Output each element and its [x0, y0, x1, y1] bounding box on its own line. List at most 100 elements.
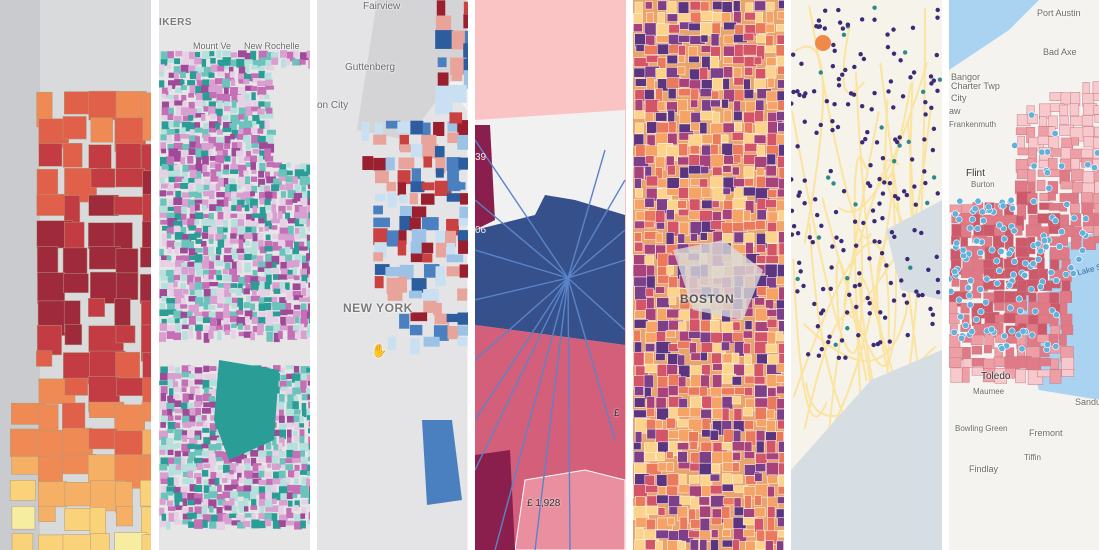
data-point — [867, 301, 872, 306]
data-point — [858, 51, 863, 57]
map-panel-manhattan-blocks[interactable]: Fairview Guttenberg on City NEW YORK ✋ — [317, 0, 468, 550]
region-polygon — [1015, 127, 1028, 135]
data-point — [1048, 307, 1056, 315]
region-polygon — [287, 484, 295, 492]
region-polygon — [201, 240, 207, 247]
region-polygon — [216, 521, 225, 531]
map-panel-detroit[interactable]: Port Austin Bad Axe Bangor Charter Twp C… — [949, 0, 1099, 550]
region-polygon — [733, 10, 742, 24]
region-polygon — [236, 248, 245, 254]
map-panel-nyc-diverging[interactable]: IKERS Mount Ve New Rochelle — [159, 0, 310, 550]
region-polygon — [633, 23, 643, 33]
region-polygon — [208, 330, 214, 339]
region-polygon — [710, 495, 726, 508]
region-polygon — [457, 288, 468, 301]
region-polygon — [1061, 369, 1075, 377]
region-polygon — [667, 385, 679, 396]
region-polygon — [435, 157, 446, 174]
region-polygon — [278, 401, 285, 410]
region-polygon — [273, 401, 282, 411]
data-point — [988, 325, 996, 333]
region-polygon — [280, 386, 289, 392]
region-polygon — [265, 85, 274, 90]
region-polygon — [230, 491, 238, 502]
region-polygon — [266, 129, 276, 136]
data-point — [811, 89, 817, 94]
region-polygon — [264, 268, 274, 276]
region-polygon — [700, 166, 710, 175]
region-polygon — [279, 437, 285, 447]
region-polygon — [174, 415, 182, 421]
region-polygon — [264, 302, 272, 311]
data-point — [887, 339, 892, 344]
region-polygon — [251, 444, 260, 453]
region-polygon — [373, 228, 388, 245]
region-polygon — [754, 541, 767, 550]
region-polygon — [1050, 358, 1060, 370]
map-panel-queens-points[interactable] — [791, 0, 942, 550]
region-polygon — [753, 363, 764, 378]
region-polygon — [300, 513, 306, 519]
region-polygon — [168, 457, 176, 467]
map-panel-london-flow[interactable]: 39 06 £ 1,928 £ — [475, 0, 626, 550]
data-point — [931, 175, 937, 180]
region-polygon — [645, 343, 656, 352]
region-polygon — [167, 395, 176, 404]
region-polygon — [643, 44, 658, 55]
region-polygon — [754, 507, 766, 518]
region-polygon — [272, 241, 282, 249]
region-polygon — [272, 505, 280, 512]
region-polygon — [264, 226, 269, 232]
region-polygon — [159, 71, 165, 77]
region-polygon — [299, 176, 309, 186]
region-polygon — [723, 109, 732, 123]
region-polygon — [271, 456, 279, 465]
region-polygon — [243, 506, 249, 512]
map-panel-boston[interactable]: BOSTON — [633, 0, 784, 550]
region-polygon — [689, 539, 699, 550]
region-polygon — [174, 232, 184, 240]
region-polygon — [236, 58, 245, 68]
region-polygon — [182, 415, 190, 425]
region-polygon — [308, 184, 310, 189]
region-polygon — [182, 289, 189, 295]
region-polygon — [174, 386, 184, 393]
region-polygon — [435, 278, 446, 287]
region-polygon — [166, 227, 176, 235]
region-polygon — [244, 93, 250, 102]
region-polygon — [201, 150, 209, 160]
region-polygon — [159, 190, 166, 197]
region-polygon — [667, 517, 676, 526]
region-polygon — [194, 254, 203, 264]
region-polygon — [300, 198, 309, 206]
region-polygon — [231, 330, 236, 339]
region-polygon — [373, 217, 390, 228]
data-point — [1019, 327, 1027, 335]
region-polygon — [222, 115, 229, 121]
region-polygon — [217, 330, 222, 341]
region-polygon — [709, 55, 720, 69]
data-point — [976, 285, 984, 293]
region-polygon — [208, 444, 216, 454]
region-polygon — [215, 311, 224, 321]
region-polygon — [243, 485, 252, 492]
region-polygon — [742, 32, 755, 42]
region-polygon — [285, 464, 294, 471]
map-label: Bowling Green — [955, 424, 1008, 433]
region-polygon — [208, 121, 218, 131]
map-panel-lower-manhattan[interactable] — [0, 0, 151, 550]
region-polygon — [139, 274, 151, 304]
region-polygon — [733, 110, 743, 121]
region-polygon — [280, 191, 286, 199]
region-polygon — [949, 334, 961, 349]
region-polygon — [194, 262, 202, 271]
region-polygon — [292, 373, 301, 383]
region-polygon — [709, 430, 719, 441]
data-point — [802, 201, 807, 206]
region-polygon — [300, 163, 309, 173]
region-polygon — [250, 162, 256, 171]
region-polygon — [301, 402, 307, 411]
region-polygon — [279, 303, 289, 311]
region-polygon — [777, 264, 784, 279]
region-polygon — [294, 471, 300, 478]
